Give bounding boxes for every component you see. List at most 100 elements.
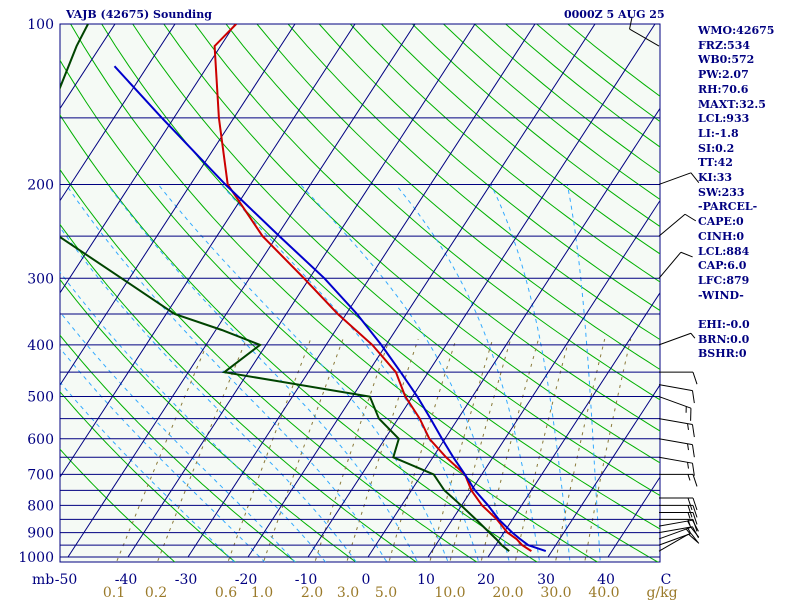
isotherm-line <box>67 24 416 558</box>
isotherm-line <box>487 291 660 558</box>
temperature-tick-label: 10 <box>417 572 435 588</box>
isotherm-line <box>247 24 596 558</box>
wind-barb <box>659 371 698 385</box>
pressure-tick-label: 500 <box>27 390 54 406</box>
moist-adiabat-line <box>395 184 541 562</box>
wind-barb <box>629 16 660 47</box>
isotherms <box>60 24 660 558</box>
parcel-profile-line <box>113 65 547 553</box>
temperature-tick-label: -10 <box>295 572 318 588</box>
mixing-ratio-tick-label: 1.0 <box>251 585 273 600</box>
index-line: BSHR:0 <box>698 347 747 361</box>
index-line: LCL:884 <box>698 244 750 258</box>
pressure-tick-label: 800 <box>27 498 54 514</box>
isotherm-line <box>367 107 660 558</box>
pressure-tick-label: 400 <box>27 338 54 354</box>
temperature-tick-label: 0 <box>362 572 371 588</box>
mixing-ratio-tick-label: 0.1 <box>103 585 125 600</box>
dry-adiabat-line <box>132 24 660 497</box>
moist-adiabats <box>60 184 601 562</box>
wind-barbs <box>629 16 700 552</box>
dry-adiabat-line <box>256 24 660 371</box>
wind-barb <box>658 418 695 438</box>
mixing-ratio-axis-labels: 0.1 0.2 0.6 1.0 2.0 3.0 5.0 10.0 20.0 30.0 40.0 g/k… <box>103 585 678 600</box>
index-line: PW:2.07 <box>698 68 749 82</box>
sounding-profiles <box>60 24 547 553</box>
dry-adiabat-line <box>101 24 660 530</box>
wind-barb <box>658 456 695 476</box>
index-line: CAPE:0 <box>698 215 744 229</box>
dry-adiabat-line <box>381 24 660 255</box>
mixing-ratio-tick-label: 0.6 <box>215 585 237 600</box>
pressure-tick-label: 200 <box>27 177 54 193</box>
index-line: EHI:-0.0 <box>698 318 750 332</box>
temperature-axis-labels: -50 -40 -30 -20 -10 0 10 20 30 40 C <box>55 572 672 588</box>
dry-adiabat-line <box>194 24 660 432</box>
index-line: CINH:0 <box>698 229 745 243</box>
dry-adiabat-line <box>60 448 176 562</box>
index-line: LI:-1.8 <box>698 126 739 140</box>
mixing-ratio-tick-label: 2.0 <box>301 585 323 600</box>
mixing-ratio-line <box>554 338 606 562</box>
mixing-ratio-line <box>584 338 632 562</box>
mixing-ratio-tick-label: 5.0 <box>375 585 397 600</box>
moist-adiabat-line <box>566 184 601 562</box>
dry-adiabat-line <box>60 168 478 562</box>
mixing-ratio-line <box>314 338 390 562</box>
wind-barb <box>658 438 695 458</box>
sounding-time: 0000Z 5 AUG 25 <box>564 8 665 21</box>
index-line: BRN:0.0 <box>698 332 750 346</box>
dry-adiabat-line <box>318 24 660 312</box>
index-line: SW:233 <box>698 185 745 199</box>
index-line: KI:33 <box>698 171 733 185</box>
mixing-ratio-tick-label: 20.0 <box>492 585 523 600</box>
moist-adiabat-line <box>60 347 266 562</box>
wind-barb <box>658 332 696 346</box>
pressure-axis-labels: 100 200 300 400 500 600 700 800 900 1000 <box>18 17 54 566</box>
wind-barb <box>658 251 693 279</box>
isotherm-line <box>60 24 356 479</box>
mixing-ratio-line <box>388 338 457 562</box>
mixing-ratio-tick-label: 10.0 <box>434 585 465 600</box>
moist-adiabat-line <box>60 271 327 562</box>
wind-barb <box>659 518 698 532</box>
dry-adiabat-line <box>60 278 357 562</box>
index-line: FRZ:534 <box>698 38 751 52</box>
isotherm-line <box>60 24 296 386</box>
wind-barb <box>658 384 695 404</box>
index-line: LCL:933 <box>698 112 750 126</box>
index-line: -WIND- <box>698 288 744 302</box>
index-line: TT:42 <box>698 156 733 170</box>
wind-barb <box>659 497 698 511</box>
isotherm-line <box>307 24 656 558</box>
temperature-tick-label: 30 <box>537 572 555 588</box>
isotherm-line <box>547 384 660 558</box>
wind-barb <box>659 504 698 518</box>
dry-adiabat-line <box>349 24 660 283</box>
wind-barb <box>659 511 698 525</box>
dry-adiabat-line <box>287 24 660 341</box>
index-line <box>698 303 774 318</box>
temperature-tick-label: -40 <box>115 572 138 588</box>
wind-barb <box>658 526 699 539</box>
moist-adiabat-line <box>60 311 296 562</box>
dry-adiabat-line <box>225 24 660 401</box>
wind-barb <box>658 533 700 546</box>
isotherm-line <box>60 24 176 202</box>
wind-barb <box>658 213 697 237</box>
mixing-ratio-tick-label: 30.0 <box>540 585 571 600</box>
mixing-ratio-tick-label: g/kg <box>646 585 677 600</box>
pressure-tick-label: 1000 <box>18 550 54 566</box>
pressure-tick-label: 100 <box>27 17 54 33</box>
index-line: CAP:6.0 <box>698 259 747 273</box>
temperature-tick-label: -20 <box>235 572 258 588</box>
dry-adiabat-line <box>60 59 599 562</box>
temperature-tick-label: -30 <box>175 572 198 588</box>
isobars <box>60 23 660 558</box>
moist-adiabat-line <box>220 184 480 562</box>
dry-adiabat-line <box>163 24 660 464</box>
temperature-tick-label: 20 <box>477 572 495 588</box>
dry-adiabat-line <box>60 391 236 562</box>
temperature-profile-line <box>213 24 532 552</box>
